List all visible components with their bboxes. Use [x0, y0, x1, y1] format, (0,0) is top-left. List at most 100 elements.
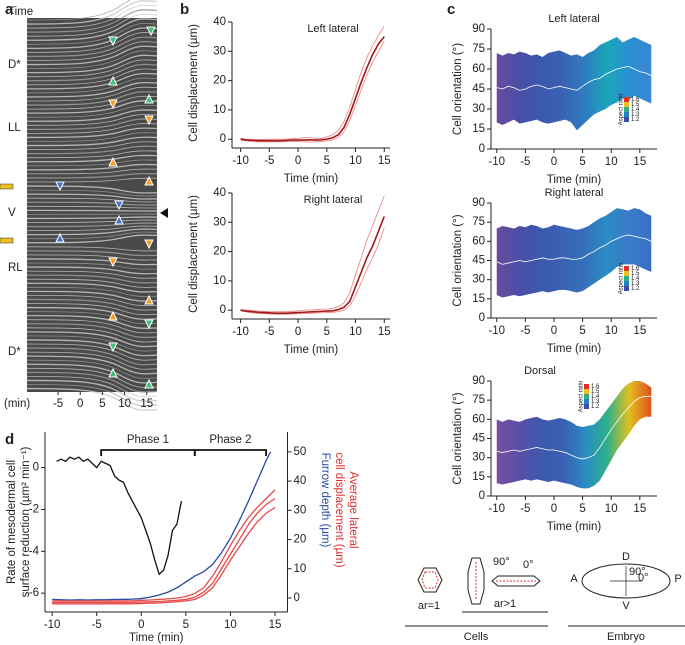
data-line	[240, 26, 385, 140]
x-tick-label: -5	[264, 155, 274, 167]
colorbar-tick-label: 1.5	[591, 389, 600, 395]
x-axis-label: Time (min)	[547, 174, 602, 186]
row-label: LL	[8, 122, 21, 134]
y-tick-label: 0	[220, 304, 226, 316]
x-tick-label: 5	[579, 325, 585, 337]
colorbar-swatch	[624, 117, 629, 122]
kymograph-streak	[26, 225, 158, 231]
diagram-label: ar=1	[418, 600, 440, 612]
colorbar-swatch	[624, 107, 629, 112]
row-label: V	[8, 207, 16, 219]
data-line	[56, 456, 183, 576]
kymograph-streak	[26, 379, 158, 402]
x-tick-label: 15	[378, 155, 391, 167]
colorbar-tick-label: 1.5	[631, 102, 640, 108]
x-tick-label: 10	[118, 398, 131, 410]
kymograph-streak	[26, 222, 158, 228]
colorbar-swatch	[584, 394, 589, 399]
kymograph-streak	[26, 23, 158, 45]
y-tick-label: 0	[479, 312, 485, 324]
y-tick-label: 45	[472, 433, 485, 445]
kymograph-streak	[26, 9, 158, 33]
triangle	[114, 200, 124, 211]
y2-axis-label: Furrow depth (µm)	[319, 453, 331, 548]
x-tick-label: 0	[138, 619, 144, 631]
x-tick-label: 5	[579, 156, 585, 168]
kymograph-streak	[26, 282, 158, 293]
kymograph-streak	[26, 286, 158, 297]
colorbar-swatch	[624, 266, 629, 271]
x-tick-label: 5	[324, 326, 330, 338]
y2-tick-label: 50	[294, 446, 307, 458]
kymograph-streak	[26, 136, 158, 147]
triangle	[108, 99, 118, 110]
colorbar-swatch	[624, 271, 629, 276]
kymograph-streak	[26, 114, 158, 126]
data-line	[240, 40, 385, 143]
fit-ellipse	[421, 571, 439, 589]
y-axis-label: Cell orientation (°)	[452, 43, 464, 135]
y2-tick-label: 0	[294, 592, 300, 604]
data-line	[52, 498, 276, 604]
x-tick-label: -5	[520, 325, 530, 337]
colorbar-title: Aspect ratio	[619, 262, 625, 294]
y2-tick-label: 30	[294, 504, 307, 516]
x-tick-label: 0	[295, 326, 301, 338]
panel-label: a	[5, 1, 14, 18]
row-label: D*	[8, 346, 21, 358]
kymograph-streak	[26, 351, 158, 370]
chart-title: Right lateral	[545, 187, 604, 199]
diagram-label: 0°	[638, 572, 649, 584]
x-tick-label: 15	[378, 326, 391, 338]
x-tick-label: 15	[140, 398, 153, 410]
diagram-label: ar>1	[494, 598, 516, 610]
data-line	[240, 216, 385, 314]
y-tick-label: 0	[33, 462, 39, 474]
y-axis-label: surface reduction (µm² min⁻¹)	[20, 446, 32, 597]
kymograph-streak	[26, 295, 158, 307]
x-axis-label: Time (min)	[284, 344, 339, 356]
colorbar-swatch	[584, 399, 589, 404]
colorbar-title: Aspect ratio	[619, 93, 625, 125]
colorbar-tick-label: 1.2	[631, 117, 640, 123]
kymograph-streak	[26, 387, 158, 411]
x-axis-label: Time (min)	[284, 173, 339, 185]
y2-tick-label: 40	[294, 475, 307, 487]
y-tick-label: 90	[472, 197, 485, 209]
kymograph-streak	[26, 0, 158, 25]
diagram-label: D	[622, 551, 630, 563]
diagram-label: A	[570, 573, 578, 585]
hexagon	[491, 575, 541, 587]
triangle	[114, 214, 124, 225]
triangle	[144, 93, 154, 104]
kymograph-streak	[26, 0, 132, 21]
triangle	[146, 26, 156, 37]
y-tick-label: 0	[479, 490, 485, 502]
y-axis-label: Rate of mesodermal cell	[6, 460, 18, 584]
x-tick-label: -10	[232, 155, 249, 167]
x-tick-label: 15	[269, 619, 282, 631]
kymograph-streak	[26, 262, 158, 270]
colorbar-swatch	[624, 112, 629, 117]
x-tick-label: 10	[605, 156, 618, 168]
data-line	[52, 489, 276, 602]
y-tick-label: 75	[472, 216, 485, 228]
data-line	[240, 195, 385, 313]
diagram-label: P	[674, 573, 681, 585]
chart-title: Dorsal	[524, 365, 556, 377]
triangle	[108, 36, 118, 47]
kymograph-streak	[26, 150, 158, 159]
colorbar-tick-label: 1.2	[591, 404, 600, 410]
diagram-label: V	[622, 600, 630, 612]
x-tick-label: -10	[232, 326, 249, 338]
kymograph-streak	[26, 254, 158, 261]
x-tick-label: 15	[633, 156, 646, 168]
range-band	[496, 208, 652, 298]
y-axis-label: Cell displacement (µm)	[188, 24, 200, 142]
kymograph-streak	[26, 91, 158, 106]
kymograph-streak	[26, 274, 158, 284]
triangle	[55, 232, 65, 243]
y-tick-label: 75	[472, 43, 485, 55]
kymograph-streak	[26, 168, 158, 175]
x-tick-label: -10	[488, 325, 505, 337]
